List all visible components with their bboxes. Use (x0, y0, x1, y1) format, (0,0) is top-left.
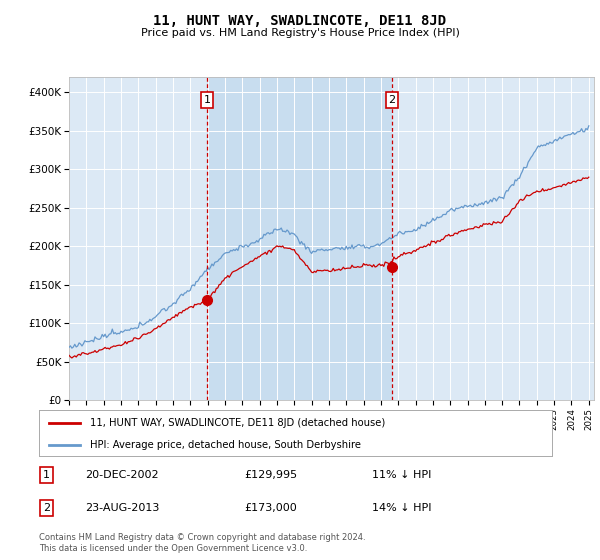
Text: 11% ↓ HPI: 11% ↓ HPI (373, 470, 432, 480)
Text: 2: 2 (388, 95, 395, 105)
Text: 20-DEC-2002: 20-DEC-2002 (85, 470, 159, 480)
Text: 11, HUNT WAY, SWADLINCOTE, DE11 8JD (detached house): 11, HUNT WAY, SWADLINCOTE, DE11 8JD (det… (91, 418, 386, 428)
Text: 1: 1 (203, 95, 211, 105)
Text: Price paid vs. HM Land Registry's House Price Index (HPI): Price paid vs. HM Land Registry's House … (140, 28, 460, 38)
Text: 11, HUNT WAY, SWADLINCOTE, DE11 8JD: 11, HUNT WAY, SWADLINCOTE, DE11 8JD (154, 14, 446, 28)
Bar (207, 77, 392, 400)
Text: £173,000: £173,000 (244, 503, 297, 513)
Text: Contains HM Land Registry data © Crown copyright and database right 2024.: Contains HM Land Registry data © Crown c… (39, 533, 365, 542)
Text: 2: 2 (43, 503, 50, 513)
Text: 23-AUG-2013: 23-AUG-2013 (85, 503, 160, 513)
Text: 14% ↓ HPI: 14% ↓ HPI (373, 503, 432, 513)
Text: HPI: Average price, detached house, South Derbyshire: HPI: Average price, detached house, Sout… (91, 440, 361, 450)
Text: 1: 1 (43, 470, 50, 480)
Text: £129,995: £129,995 (244, 470, 298, 480)
Text: This data is licensed under the Open Government Licence v3.0.: This data is licensed under the Open Gov… (39, 544, 307, 553)
